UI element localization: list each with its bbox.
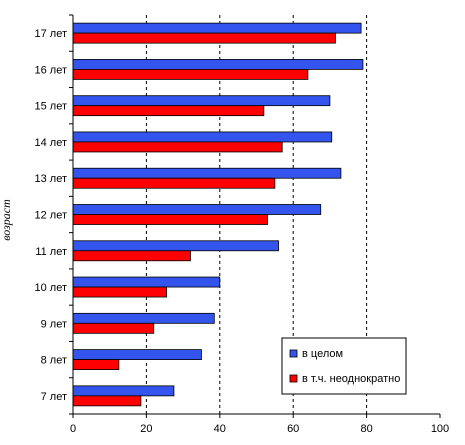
x-tick-labels: 0 20 40 60 80 100 xyxy=(70,423,449,435)
category-label: 7 лет xyxy=(41,391,67,403)
bar-repeated xyxy=(72,214,268,225)
bar-total xyxy=(72,167,342,179)
bar-total xyxy=(72,276,221,288)
bar-total xyxy=(72,204,322,215)
bar-repeated xyxy=(72,322,155,334)
x-tick-label: 100 xyxy=(431,423,449,435)
legend: в целом в т.ч. неоднократно xyxy=(281,337,407,395)
x-tick-label: 20 xyxy=(140,423,152,435)
category-label: 17 лет xyxy=(34,28,67,40)
x-tick-label: 60 xyxy=(287,423,299,435)
bar-total xyxy=(72,131,333,143)
bar-repeated xyxy=(72,32,336,44)
bar-repeated xyxy=(72,359,120,370)
category-label: 16 лет xyxy=(34,64,67,76)
y-axis-label: возраст xyxy=(0,199,13,241)
category-label: 12 лет xyxy=(34,210,67,222)
legend-swatch-repeated xyxy=(289,374,298,383)
legend-label-total: в целом xyxy=(302,348,343,360)
bar-total xyxy=(72,59,364,70)
category-label: 13 лет xyxy=(34,173,67,185)
category-label: 14 лет xyxy=(34,137,67,149)
category-label: 10 лет xyxy=(34,282,67,294)
bar-total xyxy=(72,22,362,34)
category-label: 8 лет xyxy=(41,355,67,367)
legend-label-repeated: в т.ч. неоднократно xyxy=(302,373,400,385)
bar-total xyxy=(72,95,331,107)
bar-total xyxy=(72,240,279,252)
bar-total xyxy=(72,385,175,397)
x-tick-label: 80 xyxy=(360,423,372,435)
bar-repeated xyxy=(72,69,309,80)
bar-repeated xyxy=(72,141,283,153)
bar-total xyxy=(72,312,215,324)
bar-repeated xyxy=(72,250,191,262)
bar-repeated xyxy=(72,105,265,117)
x-tick-label: 0 xyxy=(70,423,76,435)
bar-repeated xyxy=(72,286,167,298)
category-label: 9 лет xyxy=(41,318,67,330)
legend-box xyxy=(281,337,407,395)
bar-total xyxy=(72,349,202,360)
bar-repeated xyxy=(72,177,276,189)
axes xyxy=(69,14,441,418)
bar-repeated xyxy=(72,395,142,407)
category-label: 15 лет xyxy=(34,101,67,113)
category-labels: 17 лет 16 лет 15 лет 14 лет 13 лет 12 лет 11 л… xyxy=(34,28,67,403)
legend-swatch-total xyxy=(289,349,298,358)
x-tick-label: 40 xyxy=(214,423,226,435)
category-label: 11 лет xyxy=(35,246,67,258)
